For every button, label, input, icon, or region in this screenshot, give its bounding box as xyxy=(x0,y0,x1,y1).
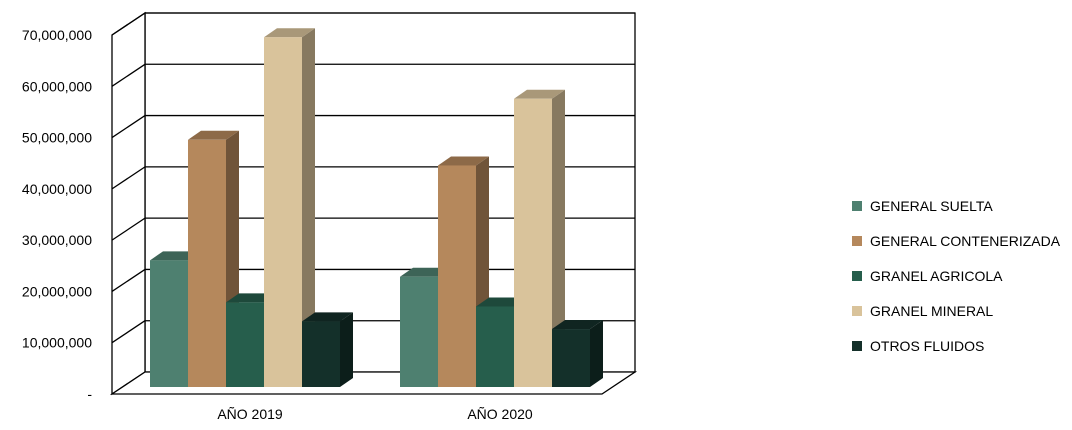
y-tick-label: 20,000,000 xyxy=(22,283,92,299)
bar xyxy=(264,37,302,387)
y-tick-label: 10,000,000 xyxy=(22,335,92,351)
chart-legend: GENERAL SUELTA GENERAL CONTENERIZADA GRA… xyxy=(852,188,1060,363)
grid-line-side xyxy=(111,12,146,36)
bar-top xyxy=(552,320,603,330)
bar-side xyxy=(590,320,603,387)
legend-label: GRANEL MINERAL xyxy=(870,302,994,319)
y-tick-label: 50,000,000 xyxy=(22,130,92,146)
legend-swatch xyxy=(852,340,862,351)
y-tick-label: 30,000,000 xyxy=(22,232,92,248)
legend-item-otros-fluidos: OTROS FLUIDOS xyxy=(852,328,1060,363)
bar-top xyxy=(264,28,315,38)
bar-top xyxy=(188,130,239,140)
bar xyxy=(438,165,476,387)
bar xyxy=(226,302,264,387)
legend-item-general-suelta: GENERAL SUELTA xyxy=(852,188,1060,223)
legend-swatch xyxy=(852,270,862,281)
bar xyxy=(150,260,188,387)
bar xyxy=(514,98,552,387)
y-tick-label: 70,000,000 xyxy=(22,27,92,43)
legend-swatch xyxy=(852,200,862,211)
side-wall xyxy=(111,11,146,396)
y-tick-label: - xyxy=(87,386,92,402)
grid-line-side xyxy=(111,217,146,241)
legend-label: GENERAL SUELTA xyxy=(870,197,993,214)
legend-label: OTROS FLUIDOS xyxy=(870,337,985,354)
bar-side xyxy=(552,89,565,387)
grid-line-side xyxy=(111,115,146,139)
x-tick-label: AÑO 2020 xyxy=(467,406,533,422)
grid-line-side xyxy=(111,268,146,292)
legend-label: GENERAL CONTENERIZADA xyxy=(870,232,1061,249)
bar-side xyxy=(302,28,315,388)
legend-item-general-contenerizada: GENERAL CONTENERIZADA xyxy=(852,223,1060,258)
y-tick-label: 40,000,000 xyxy=(22,181,92,197)
grid-line-side xyxy=(111,166,146,190)
bar-top xyxy=(302,312,353,322)
bar-top xyxy=(514,89,565,99)
legend-swatch xyxy=(852,235,862,246)
bar xyxy=(552,329,590,387)
bar xyxy=(476,306,514,387)
bar-side xyxy=(340,312,353,387)
bar xyxy=(400,276,438,387)
bar-top xyxy=(438,156,489,166)
grid-line-side xyxy=(111,320,146,344)
bar xyxy=(302,321,340,387)
bar xyxy=(188,139,226,387)
x-tick-label: AÑO 2019 xyxy=(217,406,283,422)
legend-swatch xyxy=(852,305,862,316)
legend-item-granel-agricola: GRANEL AGRICOLA xyxy=(852,258,1060,293)
grid-line-side xyxy=(111,63,146,87)
legend-label: GRANEL AGRICOLA xyxy=(870,267,1003,284)
legend-item-granel-mineral: GRANEL MINERAL xyxy=(852,293,1060,328)
y-tick-label: 60,000,000 xyxy=(22,78,92,94)
